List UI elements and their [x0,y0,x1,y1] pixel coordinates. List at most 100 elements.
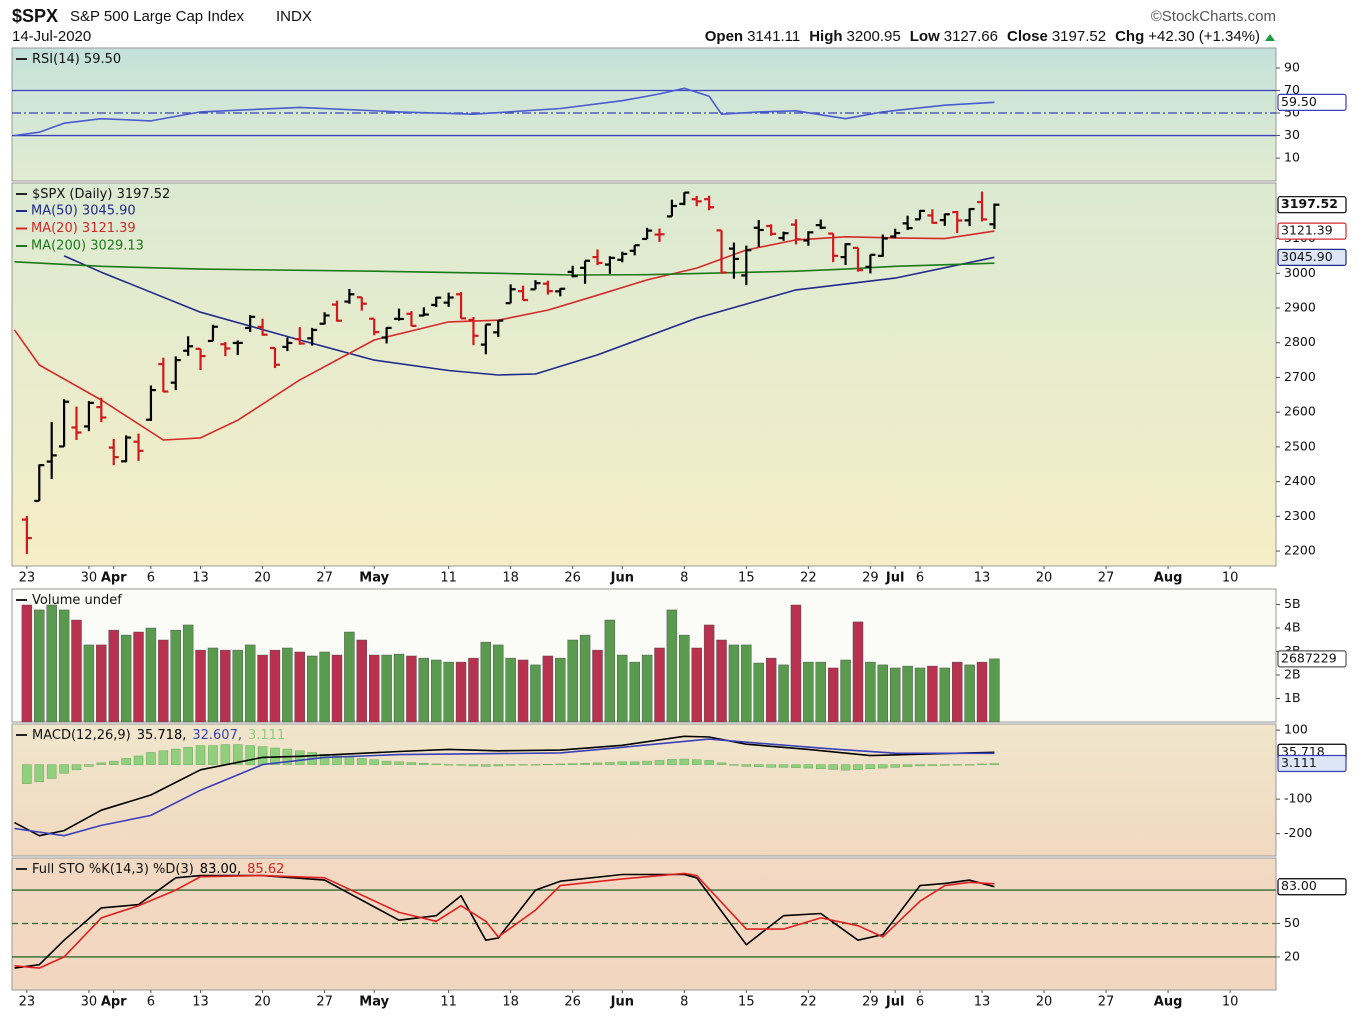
volume-bar [220,649,231,723]
histogram-bar [344,756,355,765]
histogram-bar [245,745,255,765]
quote: Open 3141.11 High 3200.95 Low 3127.66 Close 319… [705,28,1260,45]
volume-bar [989,658,1000,723]
volume-bar [654,647,665,723]
legend-entry: MA(200) 3029.13 [31,239,144,254]
volume-bar [319,651,330,723]
histogram-bar [22,764,32,784]
volume-bar [83,644,95,723]
x-tick-label: 15 [738,571,755,586]
histogram-bar [419,762,429,765]
volume-bar [542,655,554,723]
x-tick-label: 20 [254,995,271,1010]
x-tick-label: Jun [610,995,634,1010]
volume-bar [939,667,951,723]
histogram-bar [543,764,553,766]
series-line [14,872,995,969]
legend-entry: MA(20) 3121.39 [31,221,136,236]
up-arrow [1265,34,1275,41]
volume-bar [753,662,764,723]
volume-bar [71,619,82,723]
date: 14-Jul-2020 [12,28,91,45]
x-tick-label: 6 [916,995,924,1010]
panel-background [11,47,1277,182]
histogram-bar [890,764,900,768]
x-tick-label: 13 [974,995,991,1010]
exchange: INDX [276,8,312,25]
volume-bar [244,644,256,723]
volume-bar [145,627,157,723]
volume-bar [158,639,169,723]
histogram-bar [766,764,776,768]
y-tick-label: 2500 [1284,438,1316,453]
y-tick-label: 3000 [1284,265,1316,280]
volume-bar [369,654,380,723]
x-tick-label: Jun [610,571,634,586]
series-line [14,87,995,137]
legend: RSI(14) 59.50 [32,52,121,67]
volume-bar [641,654,653,723]
volume-bar [34,609,45,723]
y-tick-label: 2B [1284,667,1301,682]
volume-bar [914,667,926,723]
volume-bar [294,651,305,723]
value-marker-label: 83.00 [1281,878,1317,893]
histogram-bar [729,764,739,766]
histogram-bar [716,762,727,765]
volume-bar [232,649,243,723]
volume-bar [778,664,789,723]
volume-bar [902,665,913,723]
volume-bar [852,621,864,723]
y-tick-label: 2400 [1284,473,1316,488]
y-tick-label: 2900 [1284,300,1316,315]
histogram-bar [642,760,652,765]
volume-bar [889,667,901,723]
volume-bar [182,624,194,723]
x-tick-label: 10 [1222,995,1239,1010]
histogram-bar [369,759,379,765]
y-tick-label: 100 [1284,722,1308,737]
x-tick-label: 6 [916,571,924,586]
histogram-bar [220,744,231,765]
volume-bar [555,657,566,723]
histogram-bar [133,755,144,765]
histogram-bar [853,764,863,771]
series-line [14,873,995,969]
histogram-bar [667,759,677,765]
panel-title: RSI(14) 59.50 [32,52,121,67]
volume-bar [741,644,752,723]
volume-bar [331,654,343,723]
symbol: $SPX [12,6,58,26]
x-tick-label: 18 [502,995,519,1010]
histogram-bar [927,764,938,766]
quote-label: Chg [1115,28,1144,45]
histogram-bar [977,763,987,765]
x-tick-label: 22 [800,995,817,1010]
volume-bar [716,639,727,723]
y-tick-label: 70 [1284,82,1300,97]
histogram-bar [357,758,367,765]
index-name: S&P 500 Large Cap Index [70,8,245,25]
volume-bar [406,655,417,723]
histogram-bar [915,764,925,767]
histogram-bar [158,750,169,765]
volume-bar [927,665,938,723]
x-tick-label: 6 [147,571,155,586]
value-marker [1277,222,1347,240]
volume-bar [269,649,281,723]
volume-bar [579,634,591,723]
histogram-bar [530,764,541,766]
histogram-bar [704,760,714,765]
volume-bar [418,657,430,723]
x-tick-label: 18 [502,571,519,586]
volume-bar [306,655,318,723]
x-tick-label: 6 [147,995,155,1010]
x-tick-label: 11 [440,571,457,586]
quote-label: Low [910,28,940,45]
volume-bar [21,604,33,723]
value-marker [1277,878,1347,896]
x-tick-label: 8 [680,571,688,586]
value-marker-label: 2687229 [1281,650,1337,665]
volume-bar [567,639,578,723]
histogram-bar [816,764,826,769]
